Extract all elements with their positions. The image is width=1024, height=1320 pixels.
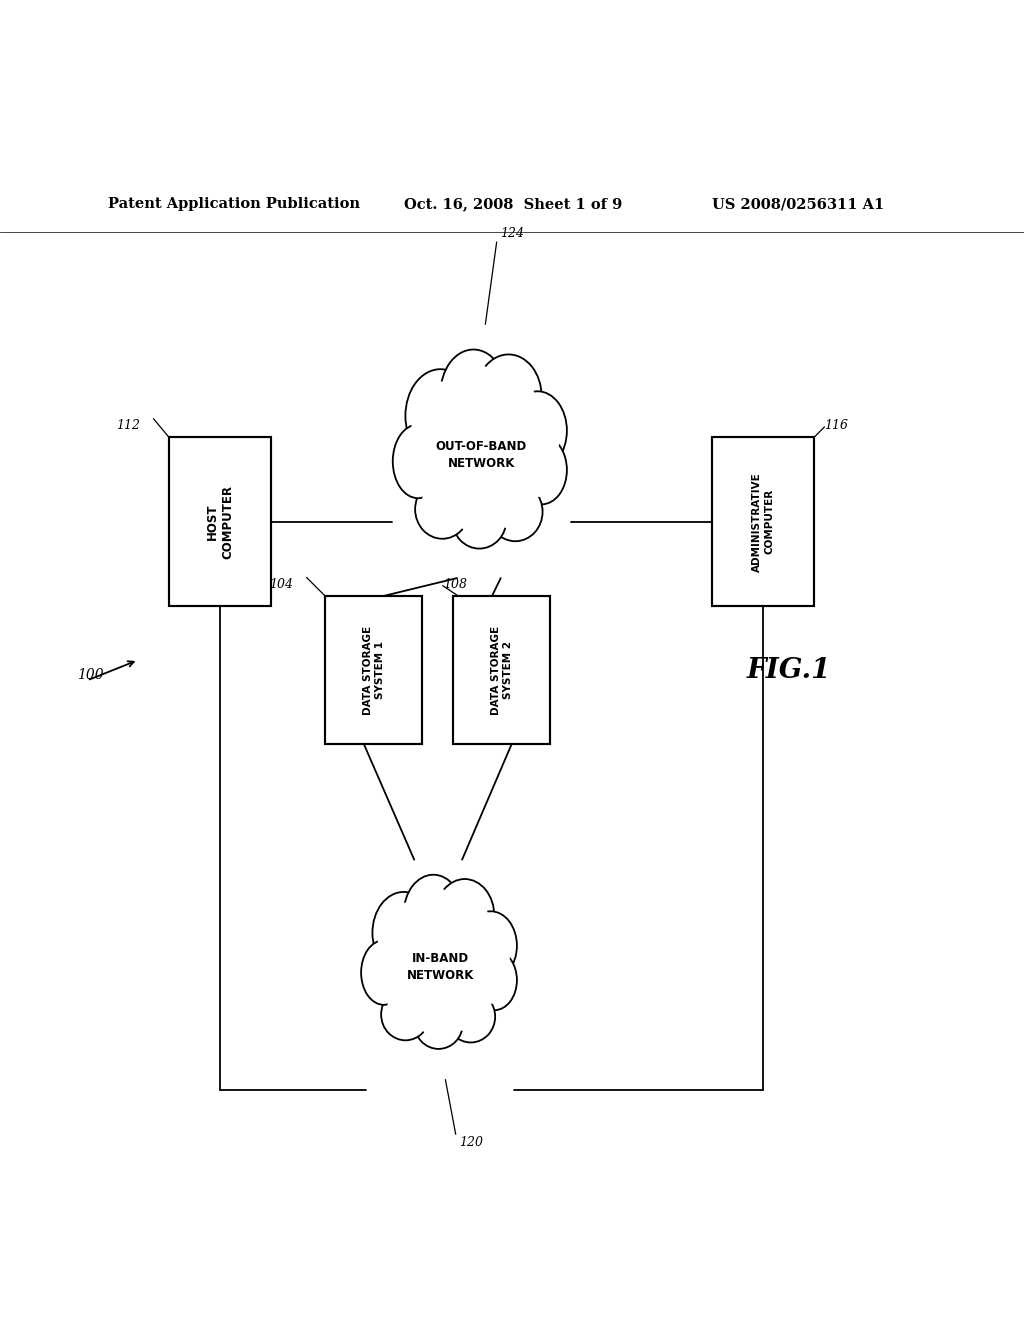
Text: OUT-OF-BAND
NETWORK: OUT-OF-BAND NETWORK: [435, 440, 527, 470]
Text: HOST
COMPUTER: HOST COMPUTER: [206, 484, 234, 558]
Ellipse shape: [387, 986, 429, 1030]
Ellipse shape: [418, 995, 460, 1038]
Ellipse shape: [373, 892, 435, 974]
Ellipse shape: [412, 381, 473, 461]
Ellipse shape: [409, 887, 461, 952]
Ellipse shape: [516, 438, 559, 496]
Ellipse shape: [510, 404, 560, 467]
Ellipse shape: [412, 379, 551, 532]
Ellipse shape: [437, 892, 489, 952]
Ellipse shape: [403, 875, 463, 952]
Text: 108: 108: [442, 578, 467, 591]
Text: 104: 104: [268, 578, 293, 591]
Bar: [453, 597, 551, 744]
Ellipse shape: [509, 391, 567, 470]
Text: 116: 116: [824, 420, 848, 432]
Ellipse shape: [415, 479, 470, 539]
Bar: [326, 597, 422, 744]
Ellipse shape: [435, 879, 495, 952]
Bar: [169, 437, 271, 606]
Text: 112: 112: [116, 420, 139, 432]
Text: IN-BAND
NETWORK: IN-BAND NETWORK: [407, 952, 474, 982]
Ellipse shape: [446, 991, 496, 1043]
Ellipse shape: [452, 490, 507, 549]
Ellipse shape: [361, 940, 407, 1005]
Text: DATA STORAGE
SYSTEM 2: DATA STORAGE SYSTEM 2: [490, 626, 513, 715]
Ellipse shape: [414, 998, 463, 1049]
Text: 120: 120: [459, 1137, 482, 1150]
Ellipse shape: [381, 904, 500, 1030]
Ellipse shape: [447, 989, 489, 1032]
Ellipse shape: [422, 478, 469, 527]
Text: FIG.1: FIG.1: [746, 657, 830, 684]
Ellipse shape: [393, 425, 443, 498]
Ellipse shape: [475, 355, 542, 438]
Ellipse shape: [466, 923, 511, 978]
Text: DATA STORAGE
SYSTEM 1: DATA STORAGE SYSTEM 1: [362, 626, 385, 715]
Ellipse shape: [381, 989, 430, 1040]
Ellipse shape: [489, 479, 536, 529]
Ellipse shape: [446, 364, 505, 438]
Text: ADMINISTRATIVE
COMPUTER: ADMINISTRATIVE COMPUTER: [752, 471, 774, 572]
Text: Oct. 16, 2008  Sheet 1 of 9: Oct. 16, 2008 Sheet 1 of 9: [404, 197, 623, 211]
Ellipse shape: [456, 487, 503, 536]
Ellipse shape: [369, 942, 408, 998]
Bar: [712, 437, 814, 606]
Text: US 2008/0256311 A1: US 2008/0256311 A1: [712, 197, 884, 211]
Text: 124: 124: [500, 227, 523, 240]
Ellipse shape: [440, 350, 507, 438]
Ellipse shape: [472, 950, 517, 1010]
Ellipse shape: [406, 370, 475, 462]
Ellipse shape: [516, 436, 567, 504]
Ellipse shape: [415, 384, 548, 527]
Ellipse shape: [472, 952, 510, 1003]
Text: 100: 100: [77, 668, 103, 682]
Text: Patent Application Publication: Patent Application Publication: [108, 197, 359, 211]
Ellipse shape: [378, 903, 433, 972]
Ellipse shape: [378, 900, 503, 1034]
Ellipse shape: [401, 426, 444, 491]
Ellipse shape: [488, 482, 543, 541]
Ellipse shape: [477, 370, 536, 438]
Ellipse shape: [465, 911, 517, 981]
